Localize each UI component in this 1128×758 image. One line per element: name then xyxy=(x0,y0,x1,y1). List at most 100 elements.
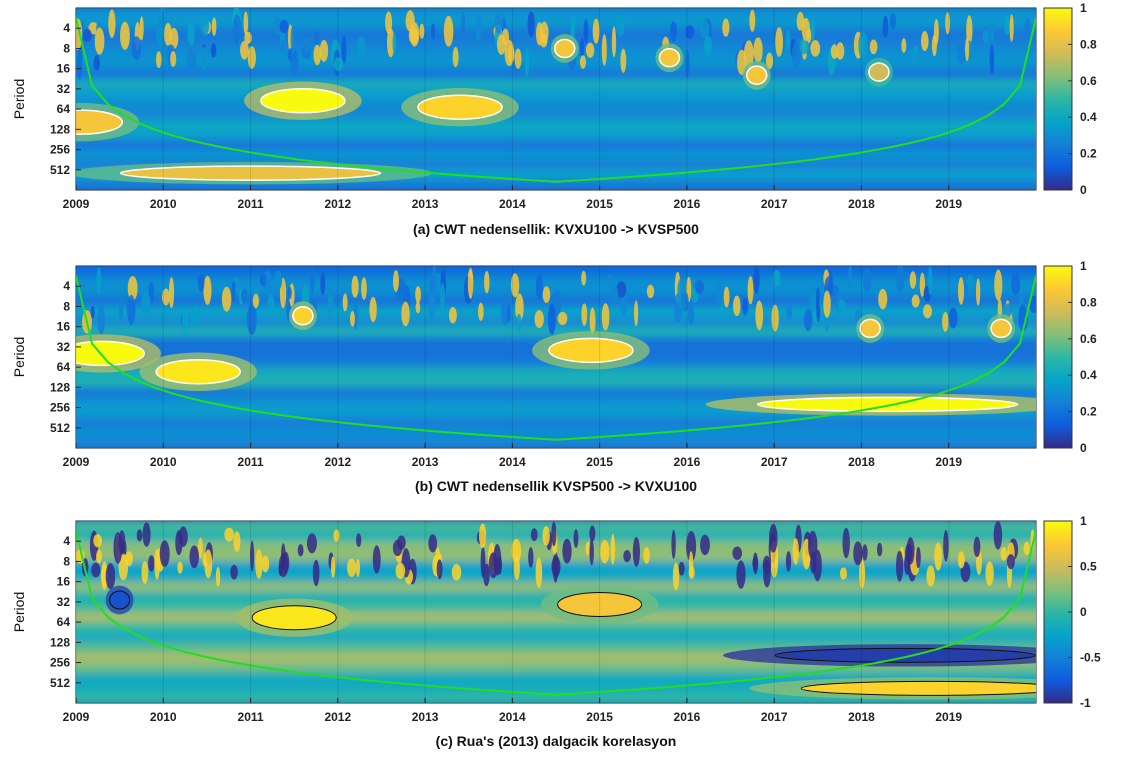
panel-c-texture-mark xyxy=(511,538,522,564)
panel-c-texture-mark xyxy=(551,521,557,547)
panel-b-texture-mark xyxy=(161,288,170,306)
panel-b-texture-mark xyxy=(392,270,399,292)
panel-b-texture-mark xyxy=(786,305,793,320)
panel-b-texture-mark xyxy=(1018,304,1028,332)
panel-c-texture-mark xyxy=(312,559,320,587)
panel-c-texture-mark xyxy=(632,537,640,567)
panel-c-texture-mark xyxy=(395,562,406,579)
panel-c-x-tick-label: 2012 xyxy=(324,710,351,724)
panel-c-texture-mark xyxy=(973,536,981,558)
panel-c-texture-mark xyxy=(330,556,336,578)
panel-a-texture-mark xyxy=(753,37,763,63)
panel-b-texture-mark xyxy=(141,291,151,317)
panel-a-texture-mark xyxy=(279,19,289,34)
panel-c-x-tick-label: 2009 xyxy=(63,710,90,724)
panel-b-hotspot xyxy=(859,318,881,339)
panel-b-band xyxy=(76,326,1036,338)
panel-a-texture-mark xyxy=(920,31,929,52)
panel-b-texture-mark xyxy=(265,270,272,297)
panel-b-texture-mark xyxy=(535,273,544,300)
panel-c-texture-mark xyxy=(1000,547,1007,561)
panel-c-y-tick-label: 4 xyxy=(63,534,70,548)
panel-c-texture-mark xyxy=(428,534,438,553)
panel-b-cone-of-influence xyxy=(76,275,1036,441)
panel-b-texture-mark xyxy=(327,293,334,321)
panel-a-texture-mark xyxy=(94,27,105,55)
panel-b-band xyxy=(76,387,1036,399)
panel-a-texture-mark xyxy=(314,31,319,45)
panel-b-y-tick-label: 4 xyxy=(63,279,70,293)
panel-a-texture-mark xyxy=(539,21,549,44)
panel-c-texture-mark xyxy=(535,557,543,589)
panel-c-texture-mark xyxy=(159,540,170,568)
panel-a-band xyxy=(76,159,1036,171)
panel-b-texture-mark xyxy=(975,278,981,306)
panel-a-x-tick-label: 2014 xyxy=(499,197,526,211)
panel-b-texture-mark xyxy=(221,286,232,312)
panel-b-texture-mark xyxy=(90,306,95,319)
panel-c-texture-mark xyxy=(105,563,116,590)
panel-a-hotspot xyxy=(76,109,124,135)
panel-b-x-tick-label: 2015 xyxy=(586,455,613,469)
panel-c-y-tick-label: 256 xyxy=(50,656,70,670)
panel-c-texture-mark xyxy=(643,547,650,564)
panel-b-field xyxy=(76,266,1036,448)
panel-a-band xyxy=(76,109,1036,121)
panel-c-texture-mark xyxy=(736,560,746,589)
panel-c-texture-mark xyxy=(175,530,183,556)
panel-c-texture-mark xyxy=(853,541,863,566)
panel-a-texture-mark xyxy=(869,39,878,55)
panel-c-texture-mark xyxy=(136,529,143,542)
panel-a-texture-mark xyxy=(765,52,774,70)
panel-c-texture-mark xyxy=(177,561,183,574)
panel-b-texture-mark xyxy=(515,293,524,322)
panel-a-x-axis: 2009 2010 2011 2012 2013 2014 2015 2016 2017 2018… xyxy=(63,8,962,211)
panel-c-texture-mark xyxy=(573,529,579,548)
panel-b-texture-mark xyxy=(747,276,754,305)
panel-a-hotspot xyxy=(658,47,681,68)
panel-a-texture-mark xyxy=(945,12,951,35)
panel-a-texture-mark xyxy=(443,15,454,47)
panel-a-texture-mark xyxy=(810,19,815,42)
panel-c-texture-mark xyxy=(686,530,697,562)
panel-a-y-tick-label: 256 xyxy=(50,143,70,157)
panel-a-texture-mark xyxy=(835,42,845,60)
panel-b-hotspots xyxy=(76,301,1036,416)
panel-b-texture-mark xyxy=(581,303,588,327)
panel-a-texture-mark xyxy=(244,31,252,44)
panel-b-texture-mark xyxy=(742,297,749,316)
panel-b-texture-mark xyxy=(815,286,820,319)
panel-b-texture-mark xyxy=(601,303,610,331)
panel-a-texture-mark xyxy=(616,14,625,37)
panel-c-texture-mark xyxy=(904,554,911,576)
panel-c-texture-mark xyxy=(250,540,255,572)
panel-a-texture-mark xyxy=(385,11,393,34)
panel-c-band xyxy=(76,642,1036,654)
panel-c-band xyxy=(76,652,1036,664)
panel-c-y-tick-label: 16 xyxy=(57,575,71,589)
panel-b-band xyxy=(76,417,1036,429)
panel-a-texture-mark xyxy=(514,48,522,69)
panel-c-texture-mark xyxy=(101,561,108,591)
panel-c-texture-mark xyxy=(792,538,799,565)
panel-a-texture-mark xyxy=(579,37,585,58)
panel-a-hotspots xyxy=(76,34,893,185)
panel-a-texture-mark xyxy=(211,17,217,36)
panel-c-texture-mark xyxy=(1023,541,1030,556)
panel-b-texture-mark xyxy=(353,301,358,331)
panel-c-x-tick-label: 2017 xyxy=(761,710,788,724)
panel-a-texture-mark xyxy=(156,51,162,69)
panel-c-texture-mark xyxy=(585,541,591,556)
panel-c-hotspot xyxy=(251,605,337,631)
panel-c-x-tick-label: 2014 xyxy=(499,710,526,724)
panel-c-ylabel: Period xyxy=(11,592,27,632)
panel-a-y-tick-label: 32 xyxy=(57,82,71,96)
panel-b-texture-mark xyxy=(634,300,639,327)
panel-a-texture-mark xyxy=(670,21,677,42)
panel-a-x-tick-label: 2010 xyxy=(150,197,177,211)
panel-a-colorbar-tick-label: 0.4 xyxy=(1080,110,1097,124)
panel-a-texture-mark xyxy=(570,16,575,41)
panel-b-texture-mark xyxy=(542,286,551,304)
panel-c-texture-mark xyxy=(957,551,965,569)
